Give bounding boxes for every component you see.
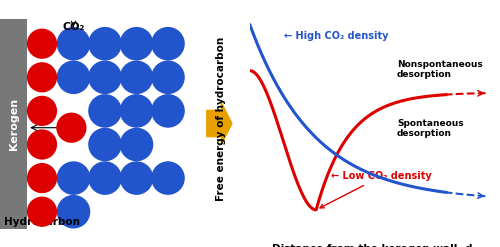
Circle shape [88,161,122,195]
Text: Kerogen: Kerogen [8,97,18,150]
Circle shape [27,62,57,92]
Circle shape [151,27,185,61]
Text: Nonspontaneous
desorption: Nonspontaneous desorption [397,60,483,79]
Circle shape [151,161,185,195]
Text: ← High CO₂ density: ← High CO₂ density [284,31,389,41]
Circle shape [27,29,57,59]
Circle shape [88,61,122,94]
Circle shape [27,163,57,193]
Circle shape [56,195,90,228]
Circle shape [120,161,154,195]
Text: d: d [46,111,53,121]
Circle shape [56,61,90,94]
Bar [0,19,28,228]
Text: Hydrocarbon: Hydrocarbon [4,217,80,227]
Text: Spontaneous
desorption: Spontaneous desorption [397,119,464,138]
Text: Distance from the kerogen wall, d: Distance from the kerogen wall, d [272,244,473,247]
Circle shape [56,161,90,195]
Text: ← Low CO₂ density: ← Low CO₂ density [320,171,432,208]
FancyArrow shape [207,103,232,144]
Circle shape [88,128,122,161]
Circle shape [56,27,90,61]
Circle shape [151,61,185,94]
Circle shape [120,61,154,94]
Circle shape [27,96,57,126]
Circle shape [56,113,86,143]
Circle shape [27,129,57,160]
Circle shape [120,94,154,128]
Circle shape [88,27,122,61]
Circle shape [120,27,154,61]
Circle shape [151,94,185,128]
Text: Free energy of hydrocarbon: Free energy of hydrocarbon [216,37,226,201]
Circle shape [88,94,122,128]
Text: CO₂: CO₂ [62,21,84,32]
Circle shape [27,197,57,227]
Circle shape [120,128,154,161]
